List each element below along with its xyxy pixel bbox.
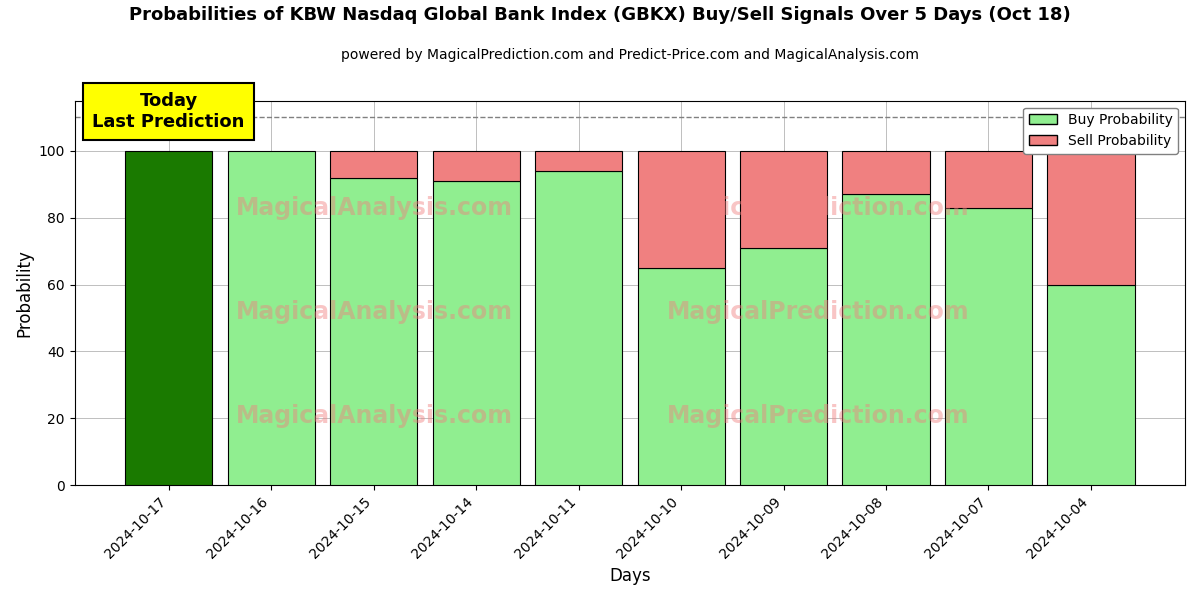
Bar	[125, 151, 212, 485]
Bar	[944, 208, 1032, 485]
Bar	[535, 171, 622, 485]
Bar	[637, 151, 725, 268]
Text: Probabilities of KBW Nasdaq Global Bank Index (GBKX) Buy/Sell Signals Over 5 Day: Probabilities of KBW Nasdaq Global Bank …	[130, 6, 1070, 24]
Bar	[740, 248, 827, 485]
Bar	[228, 151, 314, 485]
Bar	[740, 151, 827, 248]
Legend: Buy Probability, Sell Probability: Buy Probability, Sell Probability	[1024, 107, 1178, 154]
Bar	[944, 151, 1032, 208]
Text: MagicalPrediction.com: MagicalPrediction.com	[667, 300, 970, 324]
Bar	[330, 151, 418, 178]
Y-axis label: Probability: Probability	[16, 249, 34, 337]
Text: MagicalPrediction.com: MagicalPrediction.com	[667, 404, 970, 428]
Bar	[330, 178, 418, 485]
Bar	[1048, 284, 1134, 485]
Bar	[432, 151, 520, 181]
Text: Today
Last Prediction: Today Last Prediction	[92, 92, 245, 131]
Bar	[1048, 151, 1134, 284]
X-axis label: Days: Days	[610, 567, 650, 585]
Bar	[842, 194, 930, 485]
Title: powered by MagicalPrediction.com and Predict-Price.com and MagicalAnalysis.com: powered by MagicalPrediction.com and Pre…	[341, 48, 919, 62]
Bar	[432, 181, 520, 485]
Text: MagicalAnalysis.com: MagicalAnalysis.com	[236, 196, 512, 220]
Bar	[842, 151, 930, 194]
Text: MagicalAnalysis.com: MagicalAnalysis.com	[236, 300, 512, 324]
Text: MagicalAnalysis.com: MagicalAnalysis.com	[236, 404, 512, 428]
Bar	[535, 151, 622, 171]
Bar	[637, 268, 725, 485]
Text: MagicalPrediction.com: MagicalPrediction.com	[667, 196, 970, 220]
